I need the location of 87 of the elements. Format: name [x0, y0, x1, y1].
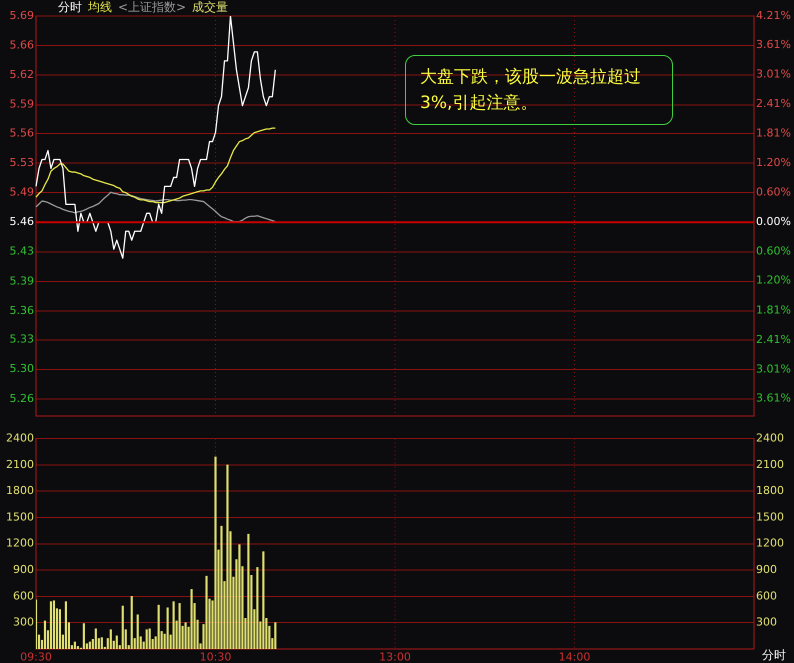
- y2-tick-label: 4.21%: [756, 8, 791, 22]
- y2-tick-label: 0.60%: [756, 244, 791, 258]
- bar: [190, 589, 193, 649]
- y2-tick-label: 1200: [756, 536, 784, 550]
- bar: [52, 600, 56, 649]
- y-tick-label: 5.62: [10, 68, 34, 82]
- annotation: 大盘下跌，该股一波急拉超过3%,引起注意。: [420, 67, 641, 113]
- bar: [122, 606, 124, 649]
- y-tick-label: 900: [13, 562, 34, 576]
- y-tick-label: 5.59: [10, 98, 34, 111]
- bar: [64, 601, 67, 649]
- bar: [110, 629, 112, 649]
- y-tick-label: 5.56: [10, 126, 34, 140]
- bar: [136, 614, 139, 649]
- y2-tick-label: 0.00%: [756, 214, 791, 228]
- text: 分时: [58, 0, 82, 14]
- callout-box: 大盘下跌，该股一波急拉超过3%,引起注意。: [405, 55, 673, 125]
- bar: [100, 637, 103, 649]
- bar: [205, 576, 208, 649]
- bar: [172, 601, 175, 649]
- y2-tick-label: 1.81%: [756, 304, 791, 317]
- bar: [238, 544, 241, 649]
- y-tick-label: 5.30: [10, 362, 34, 376]
- y2-tick-label: 300: [756, 616, 777, 629]
- x-tick-label: 13:00: [379, 650, 411, 663]
- y-tick-label: 5.39: [10, 274, 34, 288]
- bar: [247, 534, 250, 649]
- y2-tick-label: 1.20%: [756, 156, 791, 170]
- y-tick-label: 1800: [6, 484, 34, 498]
- bar: [214, 456, 217, 649]
- y2-tick-label: 1500: [756, 510, 784, 524]
- bar: [220, 526, 223, 649]
- y-tick-label: 1200: [6, 536, 34, 550]
- bar: [116, 636, 118, 649]
- y-tick-label: 5.66: [10, 38, 34, 52]
- text: 均线: [88, 0, 112, 14]
- y-tick-label: 5.53: [10, 156, 34, 169]
- y2-tick-label: 3.61%: [756, 392, 791, 405]
- y2-tick-label: 2400: [756, 431, 784, 444]
- bar: [50, 601, 52, 649]
- bar: [158, 604, 160, 649]
- x-tick-label: 09:30: [20, 650, 52, 663]
- y2-tick-label: 1800: [756, 484, 784, 498]
- y-tick-label: 2400: [6, 431, 34, 444]
- bar: [74, 642, 76, 649]
- bar: [58, 609, 62, 649]
- y-tick-label: 5.46: [10, 215, 34, 228]
- y-tick-label: 5.69: [10, 8, 34, 22]
- y2-tick-label: 900: [756, 562, 777, 576]
- text: 成交量: [192, 0, 228, 14]
- bar: [274, 622, 276, 649]
- y2-tick-label: 1.20%: [756, 274, 791, 287]
- x-tick-label: 10:30: [200, 650, 232, 663]
- bar: [262, 551, 264, 649]
- y2-tick-label: 1.81%: [756, 126, 791, 140]
- bar: [94, 628, 97, 649]
- bar: [146, 629, 148, 649]
- y-tick-label: 1500: [6, 510, 34, 524]
- x-axis-title: 分时: [762, 648, 786, 662]
- bar: [88, 642, 91, 649]
- bar: [44, 620, 46, 649]
- bar: [226, 464, 229, 649]
- y2-tick-label: 3.61%: [756, 38, 791, 52]
- text: <上证指数>: [118, 0, 186, 14]
- y-tick-label: 5.43: [10, 244, 34, 258]
- bar: [178, 603, 181, 649]
- y-tick-label: 600: [13, 589, 34, 602]
- y-tick-label: 5.49: [10, 186, 34, 199]
- y2-tick-label: 0.60%: [756, 186, 791, 199]
- y2-tick-label: 2.41%: [756, 332, 791, 346]
- y-tick-label: 5.33: [10, 332, 34, 346]
- x-tick-label: 14:00: [558, 650, 590, 663]
- y-tick-label: 5.36: [10, 304, 34, 317]
- bar: [82, 623, 85, 649]
- bar: [130, 596, 133, 649]
- y2-tick-label: 2.41%: [756, 96, 791, 110]
- y2-tick-label: 3.01%: [756, 362, 791, 376]
- bar: [256, 567, 258, 649]
- y-tick-label: 2100: [6, 458, 34, 471]
- y-tick-label: 5.26: [10, 392, 34, 405]
- y2-tick-label: 2100: [756, 458, 784, 471]
- y2-tick-label: 3.01%: [756, 68, 791, 81]
- y2-tick-label: 600: [756, 589, 777, 602]
- bar: [166, 607, 169, 649]
- bar: [184, 622, 187, 649]
- y-tick-label: 300: [13, 616, 34, 629]
- bar: [148, 628, 151, 649]
